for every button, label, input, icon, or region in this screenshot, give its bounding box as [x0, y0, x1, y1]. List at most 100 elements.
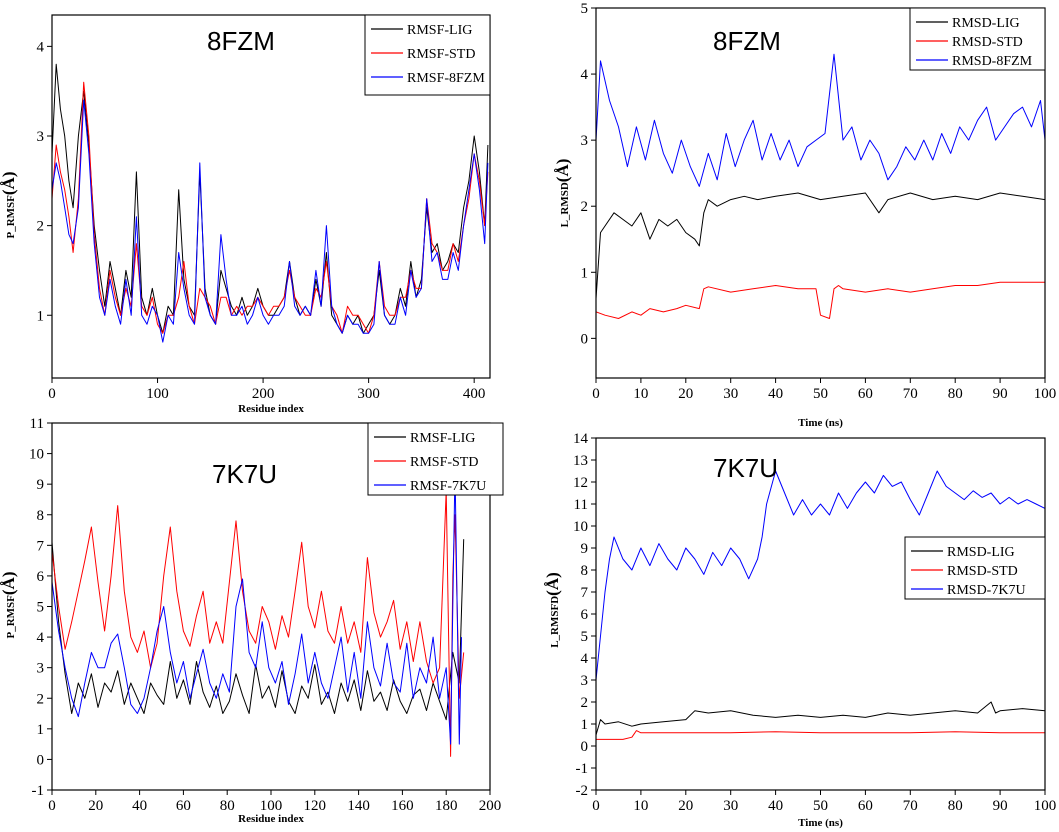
x-tick-label: 0 [48, 386, 56, 402]
x-tick-label: 40 [132, 798, 147, 814]
y-tick-label: 6 [581, 607, 589, 623]
x-tick-label: 20 [678, 386, 693, 402]
plot-area [596, 53, 1045, 319]
legend: RMSD-LIG RMSD-STD RMSD-7K7U [904, 536, 1046, 600]
x-tick-label: 100 [146, 386, 169, 402]
x-tick-label: 100 [1034, 386, 1057, 402]
y-tick-label: 1 [581, 717, 589, 733]
legend-label: RMSF-8FZM [407, 71, 485, 86]
legend-label: RMSD-7K7U [947, 583, 1026, 598]
panel-8fzm-rmsd: 0 10 20 30 40 50 60 70 80 90 100 0 1 2 3 4 5 Time (ns) L_R… [553, 1, 1056, 429]
x-tick-label: 70 [903, 386, 918, 402]
panel-7k7u-rmsf: 0 20 40 60 80 100 120 140 160 180 200-101234567891… [0, 416, 504, 825]
panel-7k7u-rmsd: 0 10 20 30 40 50 60 70 80 90 100-2-101234567891011… [543, 431, 1056, 829]
panel-title: 7K7U [713, 453, 778, 483]
x-tick-label: 0 [592, 798, 600, 814]
legend-label: RMSD-LIG [952, 16, 1020, 31]
legend-label: RMSD-LIG [947, 545, 1015, 560]
y-axis-label: L_RMSD(Å) [553, 159, 572, 228]
legend-label: RMSF-LIG [410, 431, 475, 446]
y-tick-label: 11 [30, 416, 44, 432]
series-line-rmsd-std [596, 730, 1045, 740]
y-tick-label: 9 [581, 541, 589, 557]
y-tick-label: -1 [32, 783, 45, 799]
x-tick-label: 30 [723, 386, 738, 402]
plot-area [52, 63, 489, 343]
x-tick-label: 100 [1034, 798, 1057, 814]
y-tick-label: 2 [37, 691, 45, 707]
y-tick-label: 10 [29, 447, 44, 463]
x-tick-label: 90 [993, 386, 1008, 402]
y-tick-label: 0 [581, 331, 589, 347]
plot-area [596, 470, 1045, 740]
y-tick-label: 3 [581, 673, 589, 689]
x-axis-label: Residue index [238, 403, 304, 415]
y-tick-label: 7 [37, 538, 45, 554]
x-tick-label: 0 [592, 386, 600, 402]
series-line-rmsf-lig [52, 63, 489, 334]
y-tick-label: 5 [581, 1, 589, 17]
y-tick-label: 3 [37, 129, 45, 145]
legend-label: RMSF-LIG [407, 23, 472, 38]
y-tick-label: 2 [581, 199, 589, 215]
y-tick-label: 4 [37, 39, 45, 55]
legend-label: RMSF-7K7U [410, 479, 486, 494]
x-tick-label: 60 [176, 798, 191, 814]
plot-area [52, 468, 465, 757]
y-tick-label: 0 [37, 752, 45, 768]
x-tick-label: 180 [435, 798, 458, 814]
y-tick-label: 14 [573, 431, 589, 447]
x-tick-label: 160 [391, 798, 414, 814]
y-tick-label: 5 [581, 629, 589, 645]
y-tick-label: 8 [37, 508, 45, 524]
x-tick-label: 20 [88, 798, 103, 814]
y-tick-label: 1 [581, 265, 589, 281]
legend-label: RMSD-8FZM [952, 54, 1033, 69]
y-tick-label: 4 [581, 651, 589, 667]
x-tick-label: 30 [723, 798, 738, 814]
x-tick-label: 40 [768, 386, 783, 402]
panel-title: 7K7U [212, 459, 277, 489]
x-tick-label: 200 [252, 386, 275, 402]
x-tick-label: 80 [220, 798, 235, 814]
series-line-rmsd-lig [596, 192, 1045, 299]
legend: RMSF-LIG RMSF-STD RMSF-8FZM [364, 14, 491, 96]
legend-label: RMSF-STD [410, 455, 478, 470]
x-tick-label: 40 [768, 798, 783, 814]
legend-box [367, 422, 504, 496]
x-tick-label: 120 [304, 798, 327, 814]
y-tick-label: 11 [574, 497, 588, 513]
legend: RMSD-LIG RMSD-STD RMSD-8FZM [909, 7, 1046, 71]
plot-frame [595, 437, 1046, 791]
y-tick-label: 2 [581, 695, 589, 711]
x-tick-label: 70 [903, 798, 918, 814]
y-tick-label: -2 [576, 783, 589, 799]
y-tick-label: 8 [581, 563, 589, 579]
x-tick-label: 80 [948, 798, 963, 814]
x-axis-label: Time (ns) [798, 417, 843, 429]
y-tick-label: 3 [581, 133, 589, 149]
x-tick-label: 60 [858, 386, 873, 402]
legend-box [364, 14, 491, 96]
panel-title: 8FZM [207, 26, 275, 56]
series-line-rmsd-lig [596, 701, 1045, 736]
x-tick-label: 50 [813, 386, 828, 402]
y-tick-label: 1 [37, 308, 45, 324]
x-tick-label: 10 [633, 798, 648, 814]
y-tick-label: 1 [37, 722, 45, 738]
series-line-rmsf-8fzm [52, 99, 489, 343]
y-tick-label: 6 [37, 569, 45, 585]
series-line-rmsf-std [52, 81, 489, 334]
y-tick-label: 12 [573, 475, 588, 491]
y-tick-label: 10 [573, 519, 588, 535]
y-axis-label: P_RMSF(Å) [0, 572, 18, 639]
y-axis-label: L_RMSFD(Å) [543, 572, 562, 648]
x-tick-label: 10 [633, 386, 648, 402]
legend-label: RMSD-STD [952, 35, 1023, 50]
legend-label: RMSD-STD [947, 564, 1018, 579]
legend: RMSF-LIG RMSF-STD RMSF-7K7U [367, 422, 504, 496]
x-tick-label: 90 [993, 798, 1008, 814]
y-tick-label: 3 [37, 661, 45, 677]
y-tick-label: 0 [581, 739, 589, 755]
